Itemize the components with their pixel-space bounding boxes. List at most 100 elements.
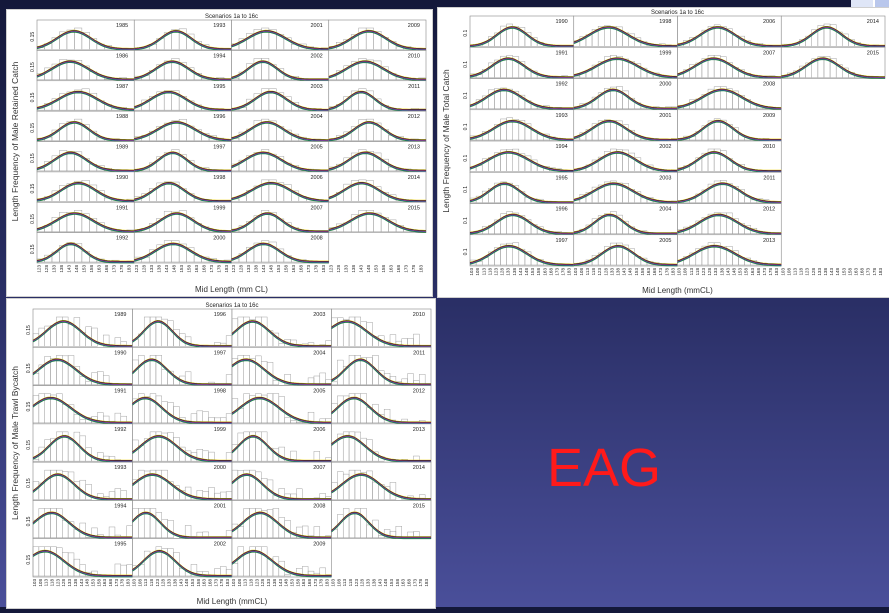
x-tick-label: 103 bbox=[231, 579, 236, 587]
x-tick-label: 138 bbox=[823, 268, 828, 276]
x-tick-label: 163 bbox=[542, 268, 547, 276]
year-subplot: 2005 bbox=[232, 142, 329, 172]
year-label: 2007 bbox=[313, 465, 325, 471]
year-subplot: 1999 bbox=[574, 47, 678, 78]
x-tick-label: 148 bbox=[171, 265, 176, 273]
year-label: 1985 bbox=[116, 23, 128, 29]
x-tick-label: 158 bbox=[89, 265, 94, 273]
y-tick-label: 0.15 bbox=[30, 62, 36, 72]
year-subplot: 2005 bbox=[574, 235, 678, 266]
x-tick-label: 168 bbox=[407, 579, 412, 587]
x-tick-label: 133 bbox=[167, 579, 172, 587]
x-tick-label: 133 bbox=[266, 579, 271, 587]
x-tick-label: 143 bbox=[829, 268, 834, 276]
year-subplot: 2011 bbox=[678, 172, 782, 203]
x-tick-label: 103 bbox=[573, 268, 578, 276]
x-tick-label: 173 bbox=[866, 268, 871, 276]
x-tick-label: 173 bbox=[209, 265, 214, 273]
x-tick-label: 163 bbox=[97, 265, 102, 273]
x-tick-label: 153 bbox=[389, 579, 394, 587]
x-tick-label: 163 bbox=[388, 265, 393, 273]
x-tick-label: 123 bbox=[134, 265, 139, 273]
x-tick-label: 128 bbox=[44, 265, 49, 273]
year-subplot: 1996 bbox=[134, 111, 231, 141]
year-label: 2008 bbox=[313, 503, 325, 509]
y-tick-label: 0.15 bbox=[26, 478, 32, 488]
year-label: 2009 bbox=[408, 23, 420, 29]
year-label: 2011 bbox=[763, 175, 775, 181]
x-tick-label: 138 bbox=[73, 579, 78, 587]
year-label: 2012 bbox=[408, 114, 420, 120]
x-tick-label: 178 bbox=[120, 579, 125, 587]
year-subplot: 2014 bbox=[332, 462, 432, 500]
x-tick-label: 138 bbox=[254, 265, 259, 273]
x-tick-label: 138 bbox=[59, 265, 64, 273]
y-tick-label: 0.15 bbox=[30, 214, 36, 224]
x-tick-label: 178 bbox=[319, 579, 324, 587]
x-tick-label: 178 bbox=[314, 265, 319, 273]
year-label: 2014 bbox=[408, 175, 420, 181]
x-tick-label: 168 bbox=[104, 265, 109, 273]
y-tick-label: 0.15 bbox=[26, 440, 32, 450]
x-tick-label: 158 bbox=[395, 579, 400, 587]
x-tick-label: 143 bbox=[725, 268, 730, 276]
year-label: 2015 bbox=[408, 205, 420, 211]
year-label: 2001 bbox=[214, 503, 226, 509]
year-subplot: 2013 bbox=[678, 235, 782, 266]
x-tick-label: 138 bbox=[351, 265, 356, 273]
x-tick-label: 133 bbox=[366, 579, 371, 587]
x-tick-label: 173 bbox=[114, 579, 119, 587]
x-tick-label: 158 bbox=[186, 265, 191, 273]
x-tick-label: 143 bbox=[178, 579, 183, 587]
x-tick-label: 168 bbox=[860, 268, 865, 276]
x-tick-label: 118 bbox=[249, 579, 254, 587]
x-tick-label: 183 bbox=[418, 265, 423, 273]
year-label: 2001 bbox=[311, 23, 323, 29]
x-tick-label: 148 bbox=[184, 579, 189, 587]
year-label: 1992 bbox=[114, 427, 126, 433]
x-tick-label: 178 bbox=[872, 268, 877, 276]
x-tick-label: 118 bbox=[348, 579, 353, 587]
x-tick-label: 178 bbox=[219, 579, 224, 587]
x-tick-label: 153 bbox=[190, 579, 195, 587]
x-tick-label: 128 bbox=[603, 268, 608, 276]
x-tick-label: 113 bbox=[585, 268, 590, 276]
year-label: 1996 bbox=[556, 207, 568, 213]
year-label: 2004 bbox=[313, 350, 325, 356]
x-tick-label: 133 bbox=[246, 265, 251, 273]
year-subplot: 2002 bbox=[133, 539, 233, 577]
year-label: 1999 bbox=[659, 50, 671, 56]
year-label: 2002 bbox=[214, 542, 226, 548]
year-subplot: 2009 bbox=[329, 20, 426, 50]
x-tick-label: 123 bbox=[494, 268, 499, 276]
x-tick-label: 128 bbox=[707, 268, 712, 276]
x-tick-label: 158 bbox=[847, 268, 852, 276]
x-tick-label: 178 bbox=[411, 265, 416, 273]
x-axis-label: Mid Length (mm CL) bbox=[195, 285, 268, 294]
year-label: 2003 bbox=[659, 175, 671, 181]
year-label: 2009 bbox=[313, 542, 325, 548]
x-tick-label: 148 bbox=[524, 268, 529, 276]
x-tick-label: 168 bbox=[396, 265, 401, 273]
year-subplot: 2013 bbox=[332, 424, 432, 462]
x-tick-label: 133 bbox=[817, 268, 822, 276]
x-tick-label: 128 bbox=[336, 265, 341, 273]
x-tick-label: 118 bbox=[695, 268, 700, 276]
year-subplot: 2005 bbox=[232, 386, 332, 424]
year-subplot: 2000 bbox=[133, 462, 233, 500]
x-tick-label: 133 bbox=[609, 268, 614, 276]
x-tick-label: 153 bbox=[290, 579, 295, 587]
year-subplot: 2000 bbox=[574, 79, 678, 110]
x-tick-label: 118 bbox=[799, 268, 804, 276]
x-tick-label: 183 bbox=[424, 579, 429, 587]
x-tick-label: 138 bbox=[719, 268, 724, 276]
year-label: 1990 bbox=[116, 175, 128, 181]
x-tick-label: 168 bbox=[756, 268, 761, 276]
x-tick-label: 143 bbox=[278, 579, 283, 587]
